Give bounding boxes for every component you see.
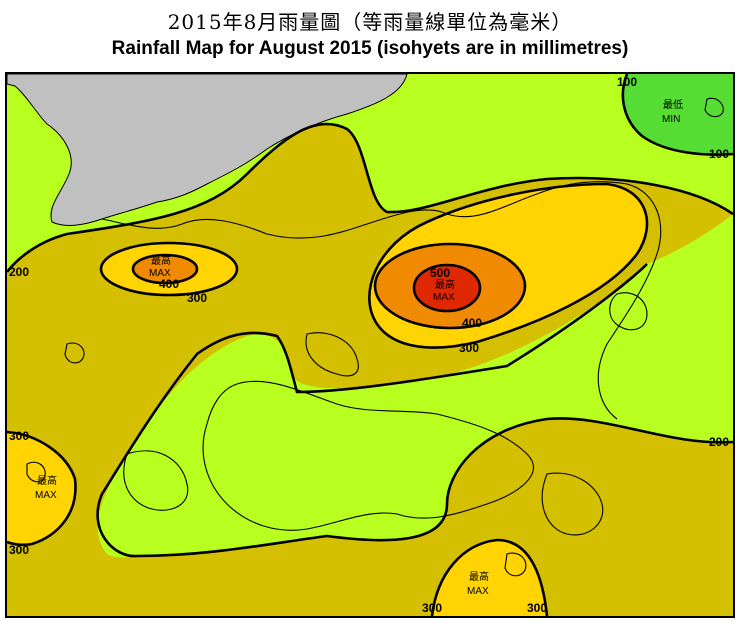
max-marker-southwest-zh: 最高 (37, 474, 57, 487)
band-300-400-south (432, 540, 547, 616)
label-300-southwest-bottom: 300 (9, 543, 29, 557)
label-200-right: 200 (709, 435, 729, 449)
label-300-west: 300 (187, 291, 207, 305)
band-300-400-southwest (7, 432, 76, 545)
min-marker-en: MIN (662, 114, 680, 125)
min-marker-zh: 最低 (663, 98, 683, 111)
max-marker-east-zh: 最高 (435, 278, 455, 291)
rainfall-map: 100 100 200 200 300 300 300 300 300 300 … (5, 72, 735, 618)
band-400-500-west (133, 255, 197, 283)
label-200-left: 200 (9, 265, 29, 279)
label-100-right: 100 (709, 147, 729, 161)
isohyet-200-north (7, 122, 733, 273)
isohyet-200-central (96, 263, 733, 558)
band-100-200-central (97, 214, 733, 558)
label-300-southwest-top: 300 (9, 429, 29, 443)
label-300-south-left: 300 (422, 601, 442, 615)
isohyet-300-south (430, 538, 549, 616)
band-above-500 (414, 265, 480, 311)
band-below-100 (622, 74, 733, 155)
max-marker-south-en: MAX (467, 586, 489, 597)
isohyet-300-southwest (7, 430, 77, 547)
label-300-south-right: 300 (527, 601, 547, 615)
isohyet-lines (7, 74, 733, 616)
label-400-east: 400 (462, 316, 482, 330)
max-marker-east-en: MAX (433, 292, 455, 303)
map-title-chinese: 2015年8月雨量圖（等雨量線單位為毫米） (167, 10, 573, 34)
rainfall-map-canvas: 100 100 200 200 300 300 300 300 300 300 … (7, 74, 733, 616)
isohyet-400-east (373, 242, 527, 330)
max-marker-south-zh: 最高 (469, 570, 489, 583)
label-300-east: 300 (459, 341, 479, 355)
max-marker-west-en: MAX (149, 268, 171, 279)
label-400-west: 400 (159, 277, 179, 291)
label-100-top: 100 (617, 75, 637, 89)
isohyet-500 (412, 263, 482, 313)
coastline (26, 97, 724, 577)
max-marker-southwest-en: MAX (35, 490, 57, 501)
label-500: 500 (430, 266, 450, 280)
max-marker-west-zh: 最高 (151, 254, 171, 267)
isohyet-100 (621, 74, 733, 156)
isohyet-300-west (99, 241, 239, 297)
map-title-english: Rainfall Map for August 2015 (isohyets a… (111, 38, 629, 59)
isohyet-400-west (131, 253, 199, 285)
isohyet-300-east (368, 182, 649, 349)
